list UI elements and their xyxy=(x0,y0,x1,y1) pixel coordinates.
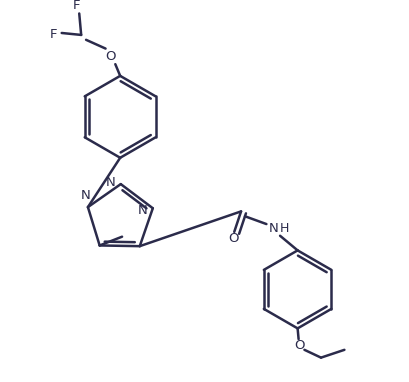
Text: N: N xyxy=(106,176,116,189)
Text: H: H xyxy=(279,222,289,235)
Text: N: N xyxy=(268,222,277,235)
Text: F: F xyxy=(72,0,80,12)
Text: O: O xyxy=(294,340,304,353)
Text: N: N xyxy=(81,189,91,202)
Text: O: O xyxy=(227,232,238,245)
Text: F: F xyxy=(50,28,58,41)
Text: N: N xyxy=(138,204,148,217)
Text: O: O xyxy=(105,50,115,63)
